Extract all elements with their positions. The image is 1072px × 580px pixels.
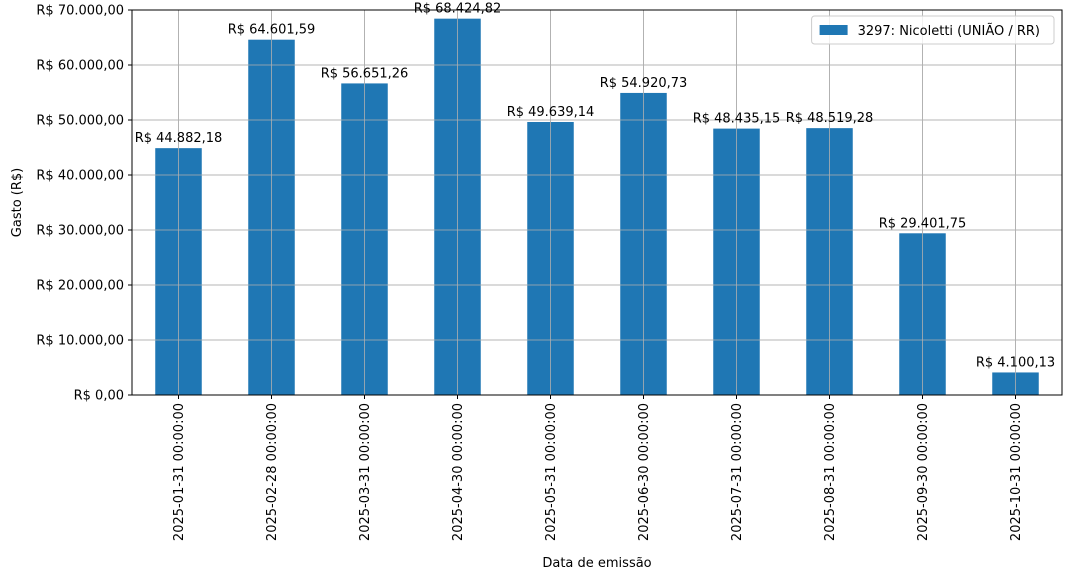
x-tick-label: 2025-08-31 00:00:00 bbox=[823, 403, 838, 541]
y-tick-label: R$ 30.000,00 bbox=[36, 224, 124, 239]
data-label: R$ 29.401,75 bbox=[879, 216, 967, 231]
x-tick-label: 2025-06-30 00:00:00 bbox=[637, 403, 652, 541]
data-label: R$ 48.435,15 bbox=[693, 112, 781, 127]
x-tick-label: 2025-03-31 00:00:00 bbox=[358, 403, 373, 541]
x-tick-label: 2025-07-31 00:00:00 bbox=[730, 403, 745, 541]
y-tick-label: R$ 70.000,00 bbox=[36, 4, 124, 19]
x-axis-label: Data de emissão bbox=[542, 556, 651, 571]
data-label: R$ 44.882,18 bbox=[135, 131, 223, 146]
plot-frame bbox=[131, 9, 1063, 396]
data-label: R$ 56.651,26 bbox=[321, 66, 409, 81]
legend-box bbox=[811, 15, 1055, 45]
y-tick-label: R$ 40.000,00 bbox=[36, 169, 124, 184]
y-axis-label: Gasto (R$) bbox=[10, 168, 25, 237]
x-tick-label: 2025-02-28 00:00:00 bbox=[265, 403, 280, 541]
legend-swatch bbox=[819, 25, 848, 35]
x-tick-label: 2025-05-31 00:00:00 bbox=[544, 403, 559, 541]
axes bbox=[128, 9, 1063, 399]
data-label: R$ 64.601,59 bbox=[228, 23, 316, 38]
y-tick-label: R$ 20.000,00 bbox=[36, 279, 124, 294]
y-tick-label: R$ 60.000,00 bbox=[36, 59, 124, 74]
data-label: R$ 4.100,13 bbox=[976, 355, 1055, 370]
x-tick-label: 2025-09-30 00:00:00 bbox=[916, 403, 931, 541]
legend-entry: 3297: Nicoletti (UNIÃO / RR) bbox=[858, 23, 1040, 39]
y-tick-label: R$ 0,00 bbox=[74, 389, 124, 404]
tick-labels: R$ 0,00 R$ 10.000,00 R$ 20.000,00 R$ 30.000… bbox=[36, 4, 1024, 542]
data-label: R$ 54.920,73 bbox=[600, 76, 688, 91]
legend: 3297: Nicoletti (UNIÃO / RR) bbox=[811, 15, 1055, 45]
x-tick-label: 2025-10-31 00:00:00 bbox=[1009, 403, 1024, 541]
bars bbox=[132, 9, 1062, 396]
x-tick-label: 2025-04-30 00:00:00 bbox=[451, 403, 466, 541]
data-labels: R$ 44.882,18 R$ 64.601,59 R$ 56.651,26 R$ 6… bbox=[135, 2, 1055, 371]
data-label: R$ 49.639,14 bbox=[507, 105, 595, 120]
y-tick-label: R$ 10.000,00 bbox=[36, 334, 124, 349]
y-tick-label: R$ 50.000,00 bbox=[36, 114, 124, 129]
data-label: R$ 48.519,28 bbox=[786, 111, 874, 126]
data-label: R$ 68.424,82 bbox=[414, 2, 502, 17]
x-tick-label: 2025-01-31 00:00:00 bbox=[172, 403, 187, 541]
